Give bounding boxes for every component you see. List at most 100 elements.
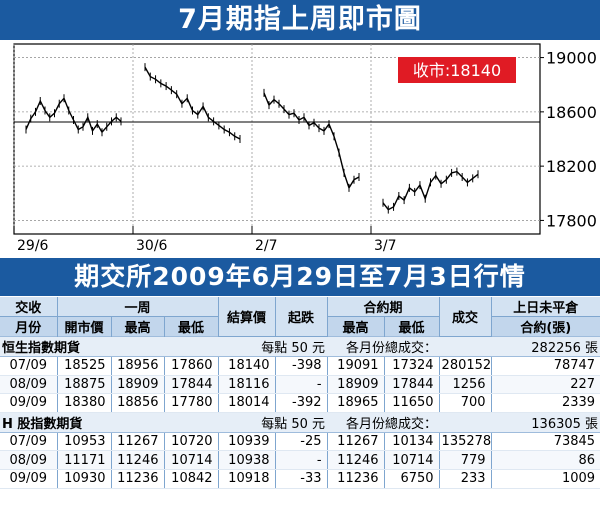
group-total: 136305 張 [439,411,600,433]
col-settle: 結算價 [218,297,276,337]
table-cell: 11236 [111,469,165,489]
table-cell: 86 [491,450,600,470]
table-cell: 19091 [327,356,385,376]
group-name: H 股指數期貨 [0,411,219,433]
group-total-label: 各月份總成交： [327,411,440,433]
table-cell: 6750 [384,469,440,489]
table-cell: 10918 [218,469,276,489]
table-cell: 18380 [57,393,112,413]
table-cell: 78747 [491,356,600,376]
col-change: 起跌 [275,297,328,337]
col-week: 一周 [57,297,219,317]
table-cell: 73845 [491,432,600,452]
table-cell: 10938 [218,450,276,470]
header-row-1: 交收 一周 結算價 起跌 合約期 成交 上日未平倉 [0,297,600,337]
group-row: 恒生指數期貨 每點 50 元各月份總成交： 282256 張 [0,336,600,357]
table-cell: 1256 [439,375,492,395]
col-open-interest: 上日未平倉 [491,297,600,317]
table-cell: - [275,375,328,395]
table-cell: 11267 [111,432,165,452]
table-cell: 10714 [384,450,440,470]
group-row: H 股指數期貨 每點 50 元各月份總成交： 136305 張 [0,411,600,433]
group-total: 282256 張 [439,336,600,357]
table-row: 09/09 18380 18856 17780 18014 -392 18965 11650 7… [0,393,600,413]
col-cp-high: 最高 [327,316,385,337]
table-row: 08/09 11171 11246 10714 10938-11246 10714 779 8… [0,450,600,470]
table-cell: 08/09 [0,375,58,395]
table-cell: 10939 [218,432,276,452]
group-name: 恒生指數期貨 [0,336,219,357]
table-cell: 17844 [164,375,219,395]
table-cell: 09/09 [0,469,58,489]
table-cell: 10842 [164,469,219,489]
table-cell: -398 [275,356,328,376]
table-cell: 18525 [57,356,112,376]
table-cell: 09/09 [0,393,58,413]
table-cell: 17860 [164,356,219,376]
close-label-box: 收市:18140 [398,57,516,83]
x-axis: 29/6 30/6 2/7 3/7 [13,226,397,254]
table-cell: 17844 [384,375,440,395]
table-row: 08/09 18875 18909 17844 18116-18909 17844 1256… [0,375,600,395]
table-cell: 10930 [57,469,112,489]
table-cell: - [275,450,328,470]
table-cell: 11246 [111,450,165,470]
market-table: 交收 一周 結算價 起跌 合約期 成交 上日未平倉 月份 開市價 最高 最低 最… [0,297,600,489]
col-low: 最低 [164,316,219,337]
table-cell: 18856 [111,393,165,413]
header-row-2: 月份 開市價 最高 最低 最高 最低 合約(張) [0,316,600,337]
table-cell: 18014 [218,393,276,413]
col-month: 月份 [0,316,58,337]
table-cell: 11650 [384,393,440,413]
group-unit: 每點 50 元 [218,411,328,433]
col-volume: 成交 [439,297,492,337]
table-row: 07/09 18525 18956 17860 18140 -398 19091 17324 2… [0,356,600,376]
y-axis: 19000 18600 18200 17800 [540,49,597,230]
table-cell: 17780 [164,393,219,413]
table-cell: 17324 [384,356,440,376]
table-title: 期交所2009年6月29日至7月3日行情 [0,258,600,296]
y-tick-label: 17800 [546,211,597,230]
table-cell: 11246 [327,450,385,470]
table-cell: 2339 [491,393,600,413]
col-high: 最高 [111,316,165,337]
table-cell: 227 [491,375,600,395]
table-cell: 18965 [327,393,385,413]
y-tick-label: 18200 [546,157,597,176]
table-cell: 10953 [57,432,112,452]
table-cell: 11171 [57,450,112,470]
table-cell: 1009 [491,469,600,489]
group-unit: 每點 50 元 [218,336,328,357]
table-cell: 18909 [111,375,165,395]
table-cell: -33 [275,469,328,489]
table-cell: 18140 [218,356,276,376]
table-cell: 779 [439,450,492,470]
x-tick-label: 3/7 [374,238,397,254]
col-open: 開市價 [57,316,112,337]
table-cell: 18909 [327,375,385,395]
close-label: 收市:18140 [413,61,501,80]
table-cell: -25 [275,432,328,452]
x-tick-label: 29/6 [17,238,49,254]
table-cell: 280152 [439,356,492,376]
table-row: 09/09 10930 11236 10842 10918 -33 11236 6750 233… [0,469,600,489]
col-oi-unit: 合約(張) [491,316,600,337]
table-cell: 10714 [164,450,219,470]
table-cell: 10134 [384,432,440,452]
price-series [25,63,479,214]
table-cell: 11236 [327,469,385,489]
x-tick-label: 2/7 [255,238,278,254]
series-line-2-7 [263,92,360,190]
table-cell: 07/09 [0,432,58,452]
group-total-label: 各月份總成交： [327,336,440,357]
table-cell: 11267 [327,432,385,452]
table-cell: 135278 [439,432,492,452]
table-cell: 08/09 [0,450,58,470]
table-cell: -392 [275,393,328,413]
intraday-chart: 19000 18600 18200 17800 29/6 30/6 2/7 3/7 收市:1… [0,40,600,258]
y-tick-label: 18600 [546,103,597,122]
table-row: 07/09 10953 11267 10720 10939 -25 11267 10134 13… [0,432,600,452]
table-cell: 07/09 [0,356,58,376]
col-contract: 交收 [0,297,58,317]
table-cell: 233 [439,469,492,489]
